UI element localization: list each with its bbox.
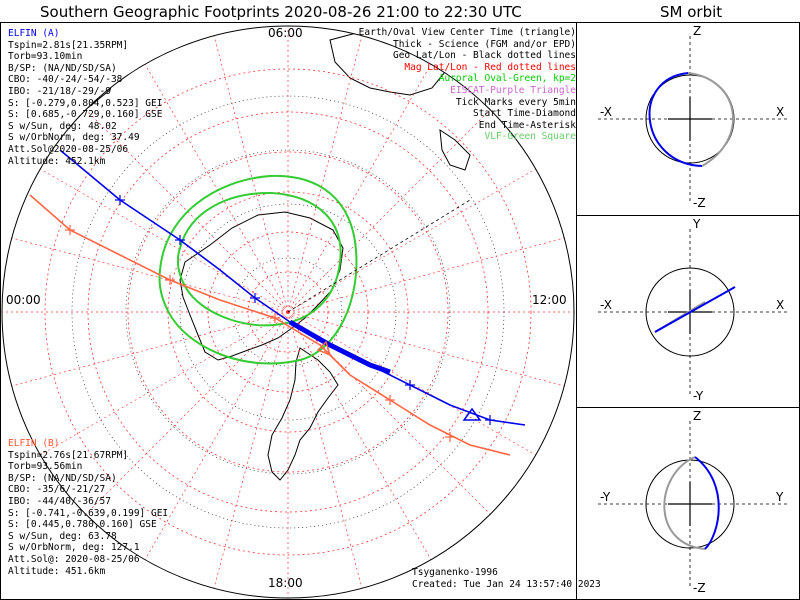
legend-item: Geo Lat/Lon - Black dotted lines — [392, 50, 576, 62]
elfin-a-tick — [175, 235, 185, 245]
elfin-a-line: Att.Sol@2020-08-25/06 — [8, 143, 129, 155]
time-label-right: 12:00 — [532, 293, 567, 307]
antarctica-landmass — [179, 211, 344, 361]
elfin-b-line: Altitude: 451.6km — [8, 565, 106, 577]
elfin-b-info: ELFIN (B) Tspin=2.76s[21.67RPM] Torb=93.5… — [8, 438, 168, 577]
axis-label-right: Y — [776, 490, 784, 504]
orbit-title: SM orbit — [660, 3, 723, 21]
elfin-a-line: S w/Sun, deg: 48.02 — [8, 120, 117, 132]
south-america-landmass — [267, 347, 339, 481]
elfin-a-tick — [405, 380, 415, 390]
elfin-a-line: CBO: -40/-24/-54/-38 — [8, 74, 123, 86]
elfin-a-line: Torb=93.10min — [8, 51, 83, 63]
elfin-a-science-segment — [288, 319, 391, 375]
elfin-a-tick — [250, 293, 260, 303]
elfin-b-tick — [165, 275, 175, 285]
legend-item: End Time-Asterisk — [478, 119, 576, 131]
legend-item: Mag Lat/Lon - Red dotted lines — [404, 61, 576, 73]
created-label: Created: Tue Jan 24 13:57:40 2023 — [412, 579, 601, 590]
elfin-b-view-center-triangle — [316, 340, 332, 357]
time-label-top: 06:00 — [268, 26, 303, 40]
elfin-a-line: S: [-0.279,0.804,0.523] GEI — [8, 97, 163, 109]
axis-label-left: -X — [600, 298, 612, 312]
orbit-trace-b — [663, 456, 706, 550]
elfin-b-tick — [385, 395, 395, 405]
mag-lat-ring — [44, 68, 532, 556]
elfin-a-line: Altitude: 452.1km — [8, 155, 106, 167]
elfin-b-tick — [270, 313, 280, 323]
page-title: Southern Geographic Footprints 2020-08-2… — [40, 3, 522, 21]
axis-label-top: Z — [693, 409, 702, 423]
elfin-b-line: IBO: -44/40/-36/57 — [8, 495, 111, 507]
elfin-b-line: S: [0.445,0.780,0.160] GSE — [8, 519, 157, 531]
new-zealand-landmass — [439, 128, 471, 171]
elfin-a-line: IBO: -21/18/-29/-9 — [8, 85, 111, 97]
axis-label-right: X — [776, 105, 785, 119]
axis-label-top: Y — [693, 217, 701, 231]
elfin-a-tick — [115, 195, 125, 205]
axis-label-right: X — [776, 298, 785, 312]
axis-label-left: -X — [600, 105, 612, 119]
legend-item: Earth/Oval View Center Time (triangle) — [358, 27, 576, 38]
legend-item: VLF-Green Square — [484, 131, 576, 143]
axis-label-bottom: -Z — [693, 196, 706, 210]
legend-item: Tick Marks every 5min — [455, 96, 576, 108]
geo-lat-ring — [179, 203, 397, 421]
orbit-trace-a — [648, 72, 703, 167]
auroral-oval-outer — [158, 174, 358, 365]
elfin-b-line: S w/Sun, deg: 63.78 — [8, 530, 117, 542]
legend-item: Thick - Science (FGM and/or EPD) — [392, 38, 576, 50]
elfin-b-line: CBO: -35/6/-21/27 — [8, 484, 106, 496]
elfin-a-tick — [485, 415, 495, 425]
orbit-trace-a — [654, 286, 736, 333]
legend-item: Start Time-Diamond — [473, 108, 576, 120]
legend: Earth/Oval View Center Time (triangle) Th… — [359, 27, 576, 143]
elfin-a-line: S w/OrbNorm, deg: 37.49 — [8, 132, 140, 144]
elfin-b-tick — [445, 432, 455, 442]
legend-item: EISCAT-Purple Triangle — [450, 84, 576, 96]
elfin-a-line: S: [0.685,-0.729,0.160] GSE — [8, 109, 163, 121]
legend-item: Auroral Oval-Green, kp=2 — [438, 73, 576, 85]
elfin-b-line: Att.Sol@: 2020-08-25/06 — [8, 553, 140, 565]
elfin-b-line: Tspin=2.76s[21.67RPM] — [8, 449, 129, 461]
elfin-b-line: Torb=93.56min — [8, 461, 83, 473]
auroral-oval-inner — [177, 191, 342, 327]
elfin-a-line: Tspin=2.81s[21.35RPM] — [8, 39, 129, 51]
axis-label-left: -Y — [600, 490, 611, 504]
elfin-b-name: ELFIN (B) — [8, 438, 60, 449]
geo-lat-ring — [233, 257, 343, 367]
time-label-bottom: 18:00 — [268, 576, 303, 590]
orbit-trace-b — [687, 72, 734, 167]
orbit-trace-a — [694, 456, 720, 550]
elfin-b-track — [29, 194, 511, 456]
map-boundary — [1, 25, 575, 599]
elfin-b-line: S w/OrbNorm, deg: 127.1 — [8, 542, 140, 554]
time-label-left: 00:00 — [6, 293, 41, 307]
elfin-a-view-center-triangle — [462, 407, 482, 421]
elfin-b-line: B/SP: (NA/ND/SD/SA) — [8, 472, 117, 484]
axis-label-bottom: -Z — [693, 581, 706, 595]
model-label: Tsyganenko-1996 — [412, 567, 498, 578]
elfin-a-line: B/SP: (NA/ND/SD/SA) — [8, 62, 117, 74]
axis-label-bottom: -Y — [693, 389, 704, 403]
elfin-b-tick — [65, 225, 75, 235]
elfin-a-info: ELFIN (A) Tspin=2.81s[21.35RPM] Torb=93.1… — [8, 28, 162, 167]
elfin-b-line: S: [-0.741,-0.639,0.199] GEI — [8, 507, 169, 519]
axis-label-top: Z — [693, 24, 702, 38]
elfin-a-name: ELFIN (A) — [8, 28, 60, 39]
